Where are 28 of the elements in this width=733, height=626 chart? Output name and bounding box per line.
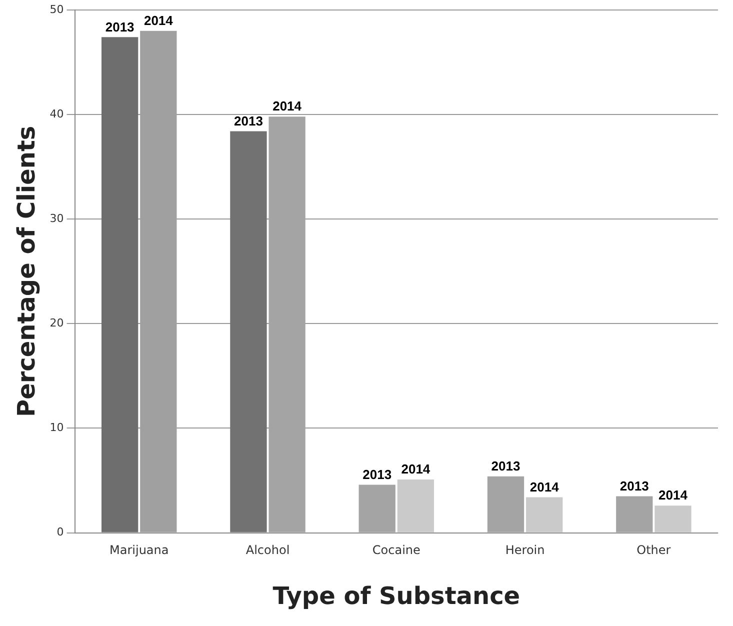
x-tick-label: Cocaine xyxy=(372,543,420,558)
x-axis-title: Type of Substance xyxy=(272,582,520,610)
text: 2013 xyxy=(362,466,392,482)
text: 2014 xyxy=(658,488,688,503)
series-label: 2014 xyxy=(144,12,174,28)
bar xyxy=(230,131,267,532)
text: 2013 xyxy=(105,19,134,34)
bar xyxy=(397,479,434,532)
x-tick-label: Other xyxy=(636,543,671,558)
y-tick-label: 10 xyxy=(50,421,64,434)
series-label: 2013 xyxy=(234,113,263,128)
text: 2014 xyxy=(530,479,559,494)
bar xyxy=(654,506,692,532)
x-tick-label: Marijuana xyxy=(110,543,169,558)
text: 2014 xyxy=(401,462,430,477)
bar xyxy=(526,497,563,532)
x-tick-label: Heroin xyxy=(505,543,545,558)
y-tick-label: 30 xyxy=(50,212,64,225)
x-tick-label: Alcohol xyxy=(246,543,290,558)
y-tick-label: 20 xyxy=(50,316,64,330)
y-tick-label: 0 xyxy=(56,526,64,539)
bar xyxy=(101,37,138,532)
text: 2013 xyxy=(620,478,649,494)
text: 2013 xyxy=(491,458,520,474)
y-tick-label: 40 xyxy=(50,107,64,120)
text: 2014 xyxy=(272,98,302,114)
y-tick-label: 50 xyxy=(50,2,64,16)
y-axis-title: Percentage of Clients xyxy=(12,126,41,418)
